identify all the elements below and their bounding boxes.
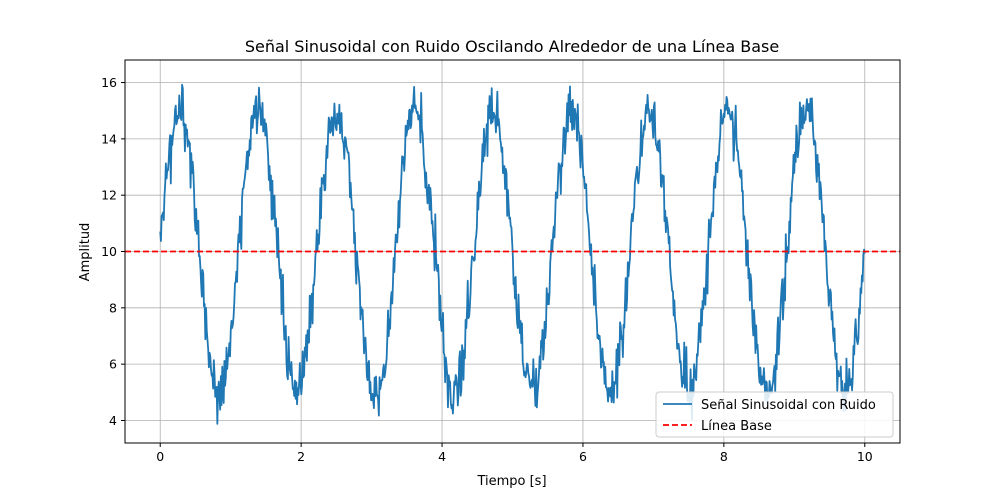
series-line-signal (159, 83, 866, 425)
y-tick-label: 12 (101, 188, 117, 203)
x-tick-label: 6 (579, 449, 587, 464)
y-tick-label: 16 (101, 75, 117, 90)
y-tick-label: 14 (101, 131, 117, 146)
y-tick-label: 4 (109, 413, 117, 428)
plot-lines (125, 83, 900, 425)
x-tick-label: 0 (156, 449, 164, 464)
y-axis-label: Amplitud (78, 223, 93, 282)
y-tick-label: 10 (101, 244, 117, 259)
x-tick-label: 4 (438, 449, 446, 464)
x-axis-label: Tiempo [s] (476, 474, 546, 489)
chart-title: Señal Sinusoidal con Ruido Oscilando Alr… (245, 37, 779, 56)
x-axis: 0 2 4 6 8 10 (156, 443, 873, 464)
legend-label-signal: Señal Sinusoidal con Ruido (701, 398, 876, 413)
legend: Señal Sinusoidal con Ruido Línea Base (655, 391, 894, 438)
x-tick-label: 2 (297, 449, 305, 464)
y-tick-label: 8 (109, 300, 117, 315)
x-tick-label: 8 (720, 449, 728, 464)
y-axis: 4 6 8 10 12 14 16 (101, 75, 125, 428)
y-tick-label: 6 (109, 357, 117, 372)
legend-label-baseline: Línea Base (701, 419, 772, 434)
x-tick-label: 10 (857, 449, 873, 464)
legend-box (655, 391, 894, 438)
